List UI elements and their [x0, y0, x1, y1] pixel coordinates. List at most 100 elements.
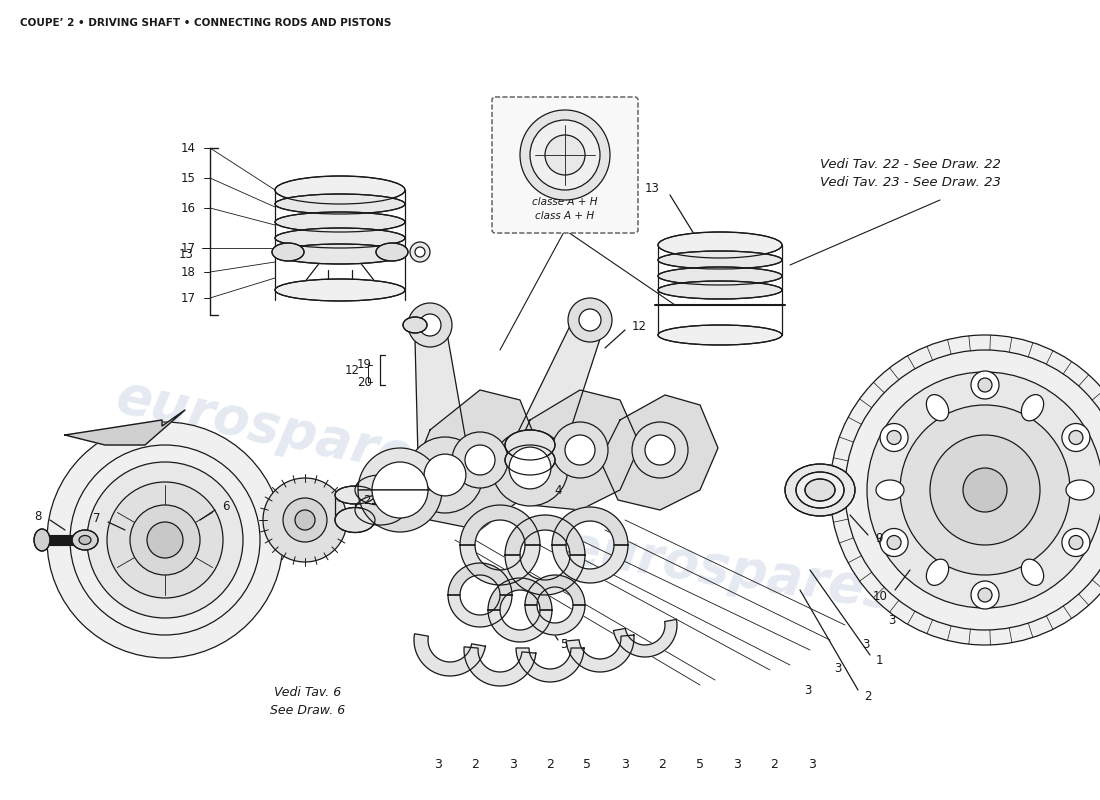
Ellipse shape [505, 430, 556, 460]
Text: 9: 9 [874, 531, 882, 545]
Text: 1: 1 [876, 654, 883, 666]
Circle shape [465, 445, 495, 475]
Text: 20: 20 [358, 375, 372, 389]
Ellipse shape [403, 317, 427, 333]
Text: 2: 2 [864, 690, 871, 702]
Polygon shape [525, 575, 585, 605]
Circle shape [971, 581, 999, 609]
Ellipse shape [72, 530, 98, 550]
Text: 3: 3 [889, 614, 895, 626]
Wedge shape [372, 462, 428, 490]
Text: 12: 12 [345, 363, 360, 377]
Text: COUPE’ 2 • DRIVING SHAFT • CONNECTING RODS AND PISTONS: COUPE’ 2 • DRIVING SHAFT • CONNECTING RO… [20, 18, 392, 28]
Text: See Draw. 6: See Draw. 6 [271, 703, 345, 717]
Ellipse shape [336, 486, 375, 504]
Circle shape [880, 423, 909, 451]
Circle shape [900, 405, 1070, 575]
Text: classe A + H: classe A + H [532, 197, 597, 207]
Ellipse shape [1066, 480, 1094, 500]
Text: 3: 3 [433, 758, 442, 771]
Circle shape [147, 522, 183, 558]
Text: 13: 13 [645, 182, 660, 194]
Circle shape [419, 314, 441, 336]
Text: 5: 5 [583, 758, 592, 771]
Circle shape [1069, 535, 1082, 550]
Text: 13: 13 [179, 249, 194, 262]
Ellipse shape [785, 464, 855, 516]
Ellipse shape [658, 281, 782, 299]
Polygon shape [464, 647, 536, 686]
Circle shape [887, 430, 901, 445]
Circle shape [962, 468, 1006, 512]
Text: 7: 7 [92, 511, 100, 525]
Text: 17: 17 [182, 242, 196, 254]
Circle shape [978, 588, 992, 602]
Polygon shape [505, 555, 585, 595]
Ellipse shape [658, 325, 782, 345]
Text: 3: 3 [862, 638, 870, 651]
Polygon shape [460, 545, 540, 585]
Text: 3: 3 [733, 758, 741, 771]
Text: Vedi Tav. 22 - See Draw. 22: Vedi Tav. 22 - See Draw. 22 [820, 158, 1001, 171]
Text: 3: 3 [508, 758, 517, 771]
Circle shape [880, 529, 909, 557]
Text: eurospares: eurospares [111, 370, 449, 490]
Ellipse shape [1022, 559, 1044, 586]
Ellipse shape [79, 535, 91, 545]
Polygon shape [566, 635, 634, 672]
Text: 17: 17 [182, 291, 196, 305]
Ellipse shape [275, 244, 405, 264]
Polygon shape [510, 390, 640, 510]
Ellipse shape [336, 507, 375, 533]
Ellipse shape [355, 495, 405, 525]
Text: 3: 3 [834, 662, 842, 674]
Polygon shape [448, 563, 512, 595]
Ellipse shape [876, 480, 904, 500]
Circle shape [415, 247, 425, 257]
Polygon shape [505, 515, 585, 555]
Polygon shape [488, 578, 552, 610]
Polygon shape [614, 619, 676, 657]
Circle shape [295, 510, 315, 530]
Ellipse shape [355, 475, 405, 505]
Text: 5: 5 [695, 758, 704, 771]
Circle shape [425, 454, 466, 496]
Circle shape [509, 447, 551, 489]
Text: 18: 18 [182, 266, 196, 278]
Circle shape [1062, 529, 1090, 557]
Polygon shape [488, 610, 552, 642]
Circle shape [492, 430, 568, 506]
Text: 21: 21 [363, 494, 378, 506]
Circle shape [1069, 430, 1082, 445]
Text: 12: 12 [632, 319, 647, 333]
Ellipse shape [1022, 394, 1044, 421]
Text: 4: 4 [554, 483, 562, 497]
Circle shape [520, 110, 610, 200]
Text: 2: 2 [471, 758, 480, 771]
Text: 3: 3 [807, 758, 816, 771]
Ellipse shape [926, 394, 948, 421]
Ellipse shape [926, 559, 948, 586]
Text: class A + H: class A + H [536, 211, 595, 221]
Wedge shape [358, 448, 442, 490]
Circle shape [568, 298, 612, 342]
Ellipse shape [275, 176, 405, 204]
Circle shape [408, 303, 452, 347]
Text: 2: 2 [546, 758, 554, 771]
Ellipse shape [796, 472, 844, 508]
Text: 3: 3 [620, 758, 629, 771]
Circle shape [830, 335, 1100, 645]
Polygon shape [552, 507, 628, 545]
Polygon shape [460, 505, 540, 545]
Circle shape [283, 498, 327, 542]
Polygon shape [415, 323, 472, 478]
Ellipse shape [658, 232, 782, 258]
Circle shape [552, 422, 608, 478]
Circle shape [867, 372, 1100, 608]
Wedge shape [372, 490, 428, 518]
Circle shape [107, 482, 223, 598]
Circle shape [530, 120, 600, 190]
Polygon shape [410, 390, 540, 530]
Circle shape [579, 309, 601, 331]
Circle shape [263, 478, 346, 562]
